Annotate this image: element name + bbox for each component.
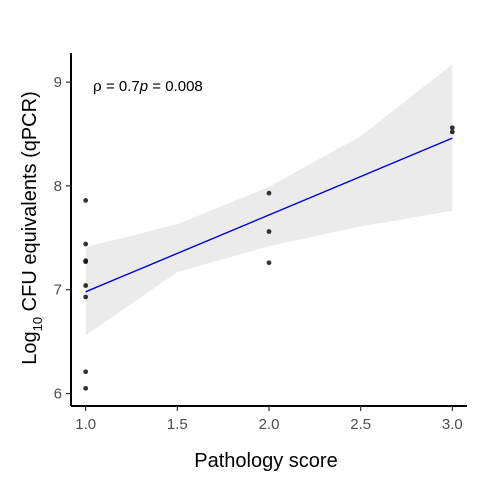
regression-line	[85, 137, 453, 293]
y-axis-title-suffix: CFU equivalents (qPCR)	[19, 91, 41, 317]
data-point	[83, 369, 89, 375]
y-tick-label: 7	[54, 282, 62, 299]
y-axis-ticks: 6 7 8 9	[54, 74, 71, 403]
data-point	[449, 129, 455, 135]
data-point	[266, 229, 272, 234]
data-point	[83, 283, 89, 288]
data-point	[266, 190, 272, 196]
x-tick-label: 1.0	[75, 416, 96, 433]
x-tick-label: 3.0	[442, 416, 463, 433]
data-point	[266, 260, 272, 266]
y-tick-label: 6	[54, 386, 62, 403]
p-value: = 0.008	[148, 78, 203, 95]
data-point	[83, 294, 89, 300]
data-points	[83, 125, 455, 391]
data-point	[83, 385, 89, 391]
x-tick-label: 2.5	[350, 416, 371, 433]
y-axis-title-subscript: 10	[30, 317, 45, 331]
x-axis-ticks: 1.0 1.5 2.0 2.5 3.0	[75, 406, 463, 433]
y-axis-title-prefix: Log	[19, 331, 41, 364]
plot-panel	[83, 64, 455, 391]
y-axis-title: Log10 CFU equivalents (qPCR)	[19, 91, 45, 364]
x-tick-label: 1.5	[167, 416, 188, 433]
y-tick-label: 8	[54, 178, 62, 195]
rho-symbol: ρ	[93, 77, 102, 95]
y-tick-label: 9	[54, 74, 62, 91]
data-point	[83, 198, 89, 203]
rho-value: = 0.7	[102, 78, 140, 95]
confidence-band	[85, 64, 453, 336]
data-point	[83, 241, 89, 247]
correlation-annotation: ρ = 0.7p = 0.008	[93, 77, 203, 95]
data-point	[83, 259, 89, 265]
x-tick-label: 2.0	[259, 416, 280, 433]
p-symbol: p	[139, 78, 148, 95]
data-point	[449, 125, 455, 131]
x-axis-title: Pathology score	[194, 450, 337, 472]
